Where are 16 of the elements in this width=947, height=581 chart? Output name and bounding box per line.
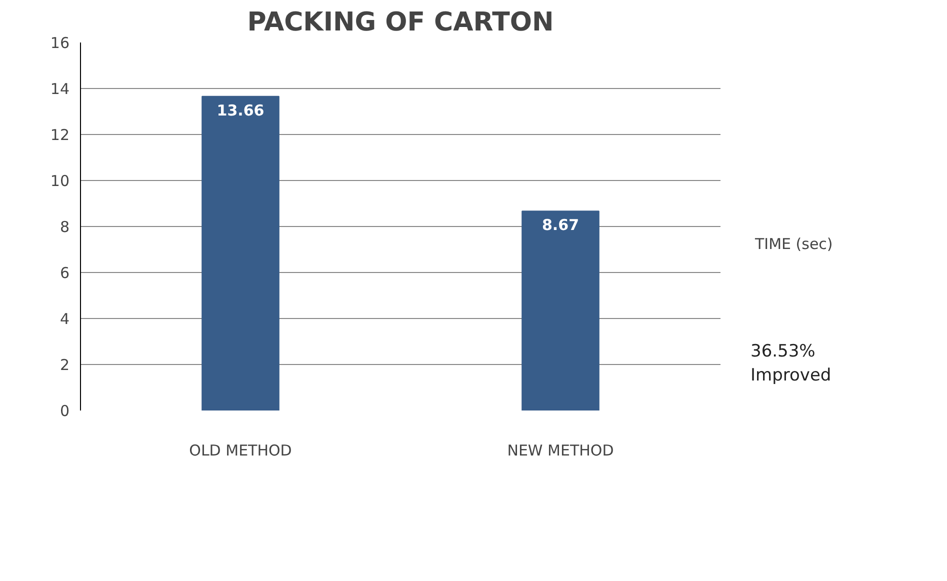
y-tick-label: 8 bbox=[60, 218, 70, 236]
data-label: 8.67 bbox=[542, 216, 580, 234]
y-tick-label: 14 bbox=[50, 80, 70, 98]
y-tick-label: 4 bbox=[60, 310, 70, 328]
y-tick-label: 10 bbox=[50, 172, 70, 190]
y-tick-label: 12 bbox=[50, 126, 70, 144]
y-tick-label: 16 bbox=[50, 34, 70, 52]
y-tick-label: 2 bbox=[60, 356, 70, 374]
text: 36.53% Improved bbox=[750, 342, 832, 386]
data-label: 13.66 bbox=[216, 101, 264, 120]
x-tick-label: NEW METHOD bbox=[507, 442, 614, 460]
x-tick-label: OLD METHOD bbox=[189, 442, 292, 460]
text: TIME (sec) bbox=[755, 234, 833, 252]
chart-title: PACKING OF CARTON bbox=[247, 8, 554, 38]
y-tick-label: 6 bbox=[60, 264, 70, 282]
y-tick-label: 0 bbox=[60, 402, 70, 420]
